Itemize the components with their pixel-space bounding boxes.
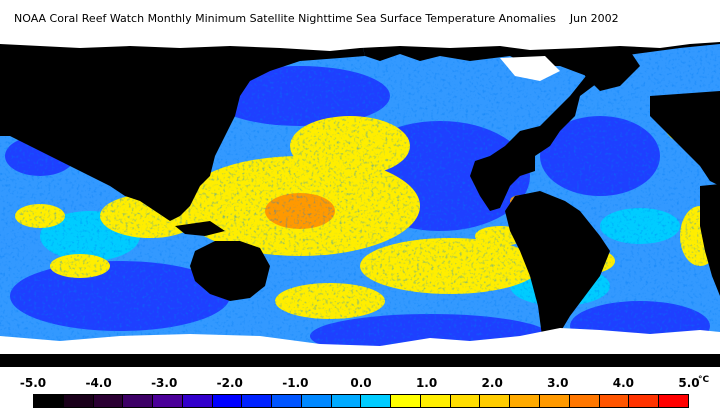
colorbar-swatch: [93, 395, 124, 407]
colorbar-swatch: [242, 395, 273, 407]
colorbar-tick-label: -3.0: [151, 376, 178, 390]
colorbar-tick-label: 4.0: [612, 376, 635, 390]
colorbar-swatch: [391, 395, 421, 407]
arctic-ice: [0, 36, 720, 51]
australia: [190, 241, 270, 301]
colorbar-tick-label: -5.0: [19, 376, 47, 390]
antarctic-ice-edge: [0, 328, 720, 354]
colorbar-swatch: [331, 395, 362, 407]
colorbar-swatch: [599, 395, 630, 407]
antarctica: [0, 351, 720, 367]
south-america: [505, 191, 610, 356]
colorbar-tick-label: 5.0: [678, 376, 700, 390]
colorbar-tick-label: 0.0: [350, 376, 372, 390]
landmasses: [0, 36, 720, 367]
sst-anomaly-map: [0, 36, 720, 367]
colorbar-tick-label: 1.0: [415, 376, 438, 390]
date-label: Jun 2002: [569, 12, 619, 25]
greenland: [580, 51, 640, 91]
colorbar-swatch: [450, 395, 481, 407]
colorbar-swatch: [629, 395, 660, 407]
colorbar-swatch: [420, 395, 451, 407]
colorbar-tick-label: 3.0: [547, 376, 569, 390]
title-text: NOAA Coral Reef Watch Monthly Minimum Sa…: [14, 12, 556, 25]
north-america: [360, 36, 720, 211]
colorbar-tick-label: -4.0: [85, 376, 112, 390]
colorbar-swatch: [480, 395, 511, 407]
colorbar-tick-label: 2.0: [481, 376, 503, 390]
hudson-ice: [500, 56, 560, 81]
colorbar-labels: -5.0 -4.0 -3.0 -2.0 -1.0 0.0 1.0 2.0 3.0 4.0 5.0: [0, 376, 720, 392]
sea-ice: [0, 36, 720, 354]
colorbar-tick-label: -2.0: [216, 376, 243, 390]
unit-label: °C: [698, 375, 710, 385]
colorbar-swatch: [182, 395, 213, 407]
colorbar-swatch: [659, 395, 688, 407]
colorbar-swatch: [540, 395, 570, 407]
colorbar-swatch: [212, 395, 243, 407]
colorbar-swatch: [153, 395, 183, 407]
colorbar-swatch: [361, 395, 392, 407]
africa: [700, 184, 720, 296]
colorbar-swatch: [272, 395, 302, 407]
colorbar: [33, 394, 689, 408]
map-title: NOAA Coral Reef Watch Monthly Minimum Sa…: [0, 0, 720, 36]
colorbar-tick-label: -1.0: [282, 376, 309, 390]
colorbar-swatch: [34, 395, 64, 407]
europe-east: [650, 91, 720, 186]
indonesia: [175, 221, 225, 236]
colorbar-swatch: [63, 395, 94, 407]
colorbar-swatch: [510, 395, 541, 407]
colorbar-swatch: [123, 395, 154, 407]
colorbar-swatch: [301, 395, 332, 407]
europe-asia: [0, 36, 365, 221]
colorbar-swatch: [569, 395, 600, 407]
